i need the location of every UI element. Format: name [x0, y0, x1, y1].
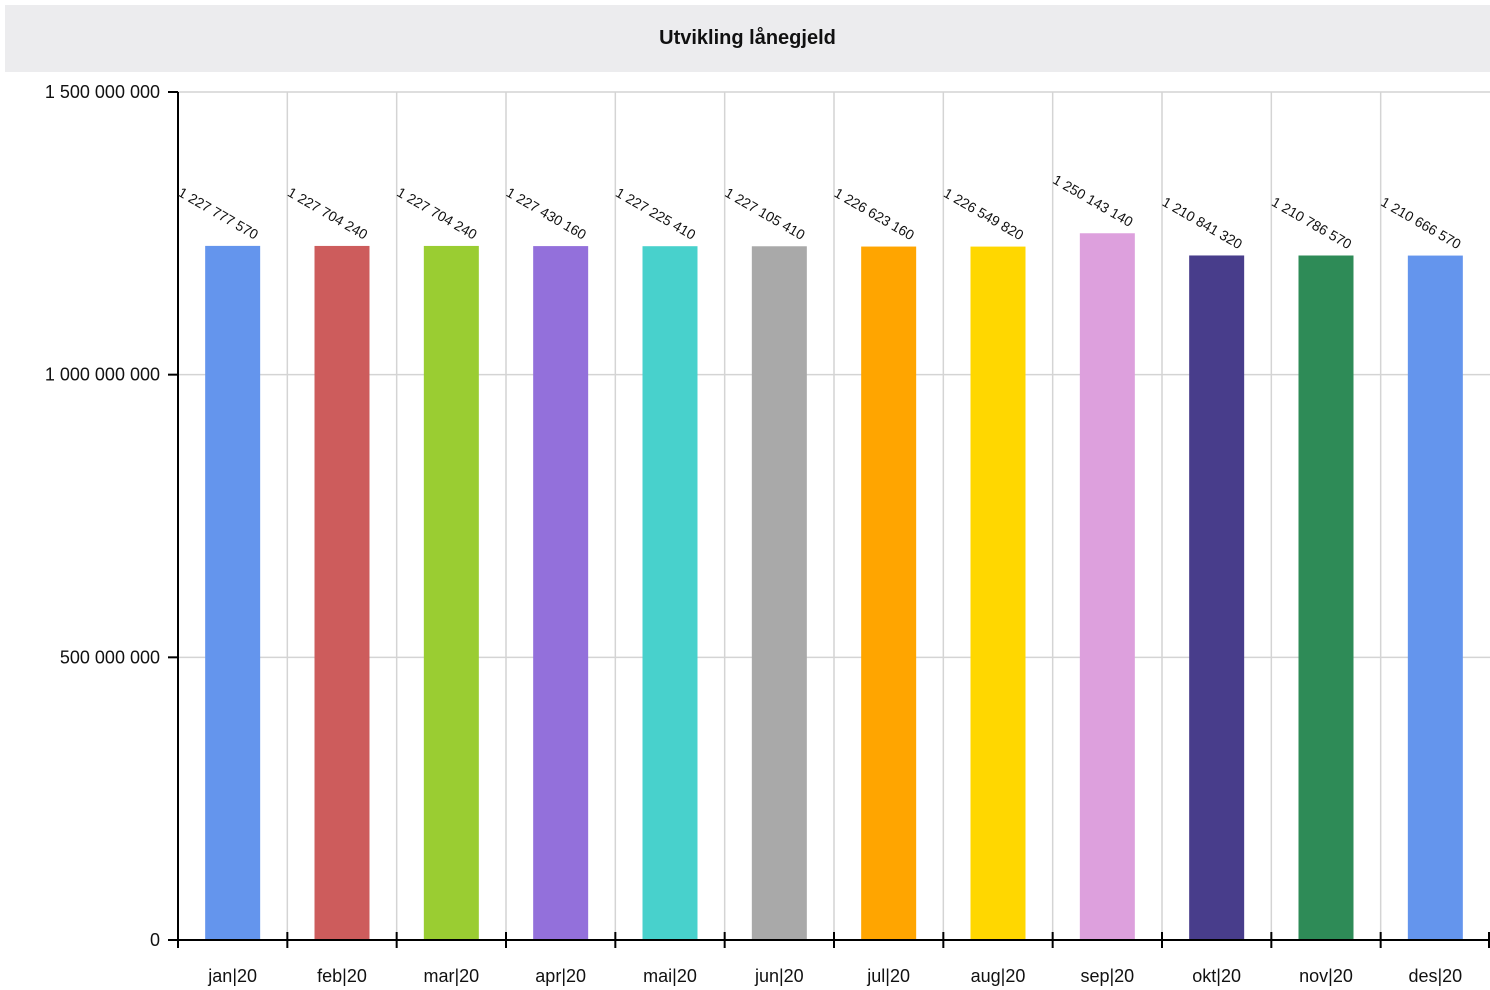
- chart-title: Utvikling lånegjeld: [659, 27, 836, 49]
- bar-jul-20: [861, 246, 917, 940]
- y-tick-label: 0: [150, 930, 160, 950]
- x-tick-label: des|20: [1408, 966, 1462, 986]
- data-label: 1 210 666 570: [1378, 194, 1464, 253]
- bar-feb-20: [314, 245, 370, 940]
- x-tick-label: okt|20: [1192, 966, 1241, 986]
- bar-jun-20: [751, 246, 807, 940]
- x-tick-label: mar|20: [423, 966, 479, 986]
- x-tick-label: jul|20: [866, 966, 910, 986]
- x-tick-label: jan|20: [207, 966, 257, 986]
- bar-okt-20: [1189, 255, 1245, 940]
- bar-mar-20: [423, 245, 479, 940]
- bar-aug-20: [970, 246, 1026, 940]
- chart-title-bar: Utvikling lånegjeld: [5, 5, 1490, 72]
- x-tick-label: mai|20: [643, 966, 697, 986]
- data-label: 1 226 623 160: [832, 185, 918, 244]
- y-tick-label: 500 000 000: [60, 647, 160, 667]
- data-label: 1 210 841 320: [1160, 193, 1246, 252]
- x-tick-label: jun|20: [754, 966, 804, 986]
- data-label: 1 250 143 140: [1050, 171, 1136, 230]
- y-tick-label: 1 000 000 000: [45, 365, 160, 385]
- bar-apr-20: [533, 246, 589, 940]
- x-tick-label: nov|20: [1299, 966, 1353, 986]
- bar-des-20: [1407, 255, 1463, 941]
- bar-nov-20: [1298, 255, 1354, 940]
- data-label: 1 227 777 570: [176, 184, 262, 243]
- data-label: 1 227 704 240: [394, 184, 480, 243]
- data-label: 1 227 430 160: [504, 184, 590, 243]
- x-tick-label: sep|20: [1080, 966, 1134, 986]
- data-label: 1 226 549 820: [941, 185, 1027, 244]
- x-tick-label: feb|20: [317, 966, 367, 986]
- x-tick-label: aug|20: [971, 966, 1026, 986]
- x-tick-label: apr|20: [535, 966, 586, 986]
- bar-sep-20: [1079, 233, 1135, 940]
- bar-mai-20: [642, 246, 698, 941]
- data-label: 1 227 225 410: [613, 184, 699, 243]
- data-label: 1 227 105 410: [722, 184, 808, 243]
- data-label: 1 227 704 240: [285, 184, 371, 243]
- data-label: 1 210 786 570: [1269, 193, 1355, 252]
- y-tick-label: 1 500 000 000: [45, 82, 160, 102]
- bar-jan-20: [205, 245, 261, 940]
